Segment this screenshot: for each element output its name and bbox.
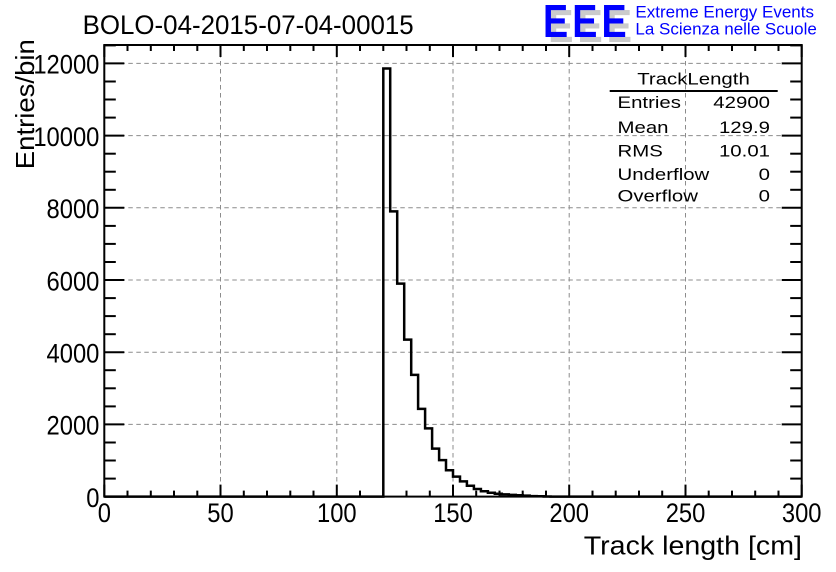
svg-text:EEE: EEE [548,0,636,51]
svg-text:0: 0 [86,484,99,514]
svg-text:Entries/bin: Entries/bin [11,39,40,169]
svg-text:BOLO-04-2015-07-04-00015: BOLO-04-2015-07-04-00015 [83,10,414,40]
svg-text:2000: 2000 [47,411,100,441]
svg-text:10000: 10000 [33,123,99,153]
svg-text:10.01: 10.01 [719,141,770,160]
svg-text:Mean: Mean [618,117,669,136]
svg-text:6000: 6000 [47,267,100,297]
svg-text:Overflow: Overflow [618,186,699,205]
svg-text:0: 0 [759,186,770,205]
svg-text:Track length [cm]: Track length [cm] [584,531,802,560]
svg-text:8000: 8000 [47,195,100,225]
svg-text:4000: 4000 [47,339,100,369]
svg-text:100: 100 [317,499,357,529]
svg-text:12000: 12000 [33,50,99,80]
svg-text:0: 0 [98,499,111,529]
svg-text:129.9: 129.9 [719,117,770,136]
svg-text:200: 200 [549,499,589,529]
svg-text:RMS: RMS [618,141,663,160]
svg-text:Entries: Entries [618,92,681,111]
svg-text:50: 50 [207,499,233,529]
svg-text:300: 300 [782,499,822,529]
svg-text:EEE: EEE [543,0,631,47]
svg-text:150: 150 [433,499,473,529]
svg-text:Extreme Energy Events: Extreme Energy Events [635,3,814,22]
svg-text:42900: 42900 [713,92,770,111]
svg-text:250: 250 [666,499,706,529]
svg-text:0: 0 [759,165,770,184]
svg-text:La Scienza nelle Scuole: La Scienza nelle Scuole [635,20,816,39]
svg-text:TrackLength: TrackLength [637,69,750,88]
svg-text:Underflow: Underflow [618,165,710,184]
